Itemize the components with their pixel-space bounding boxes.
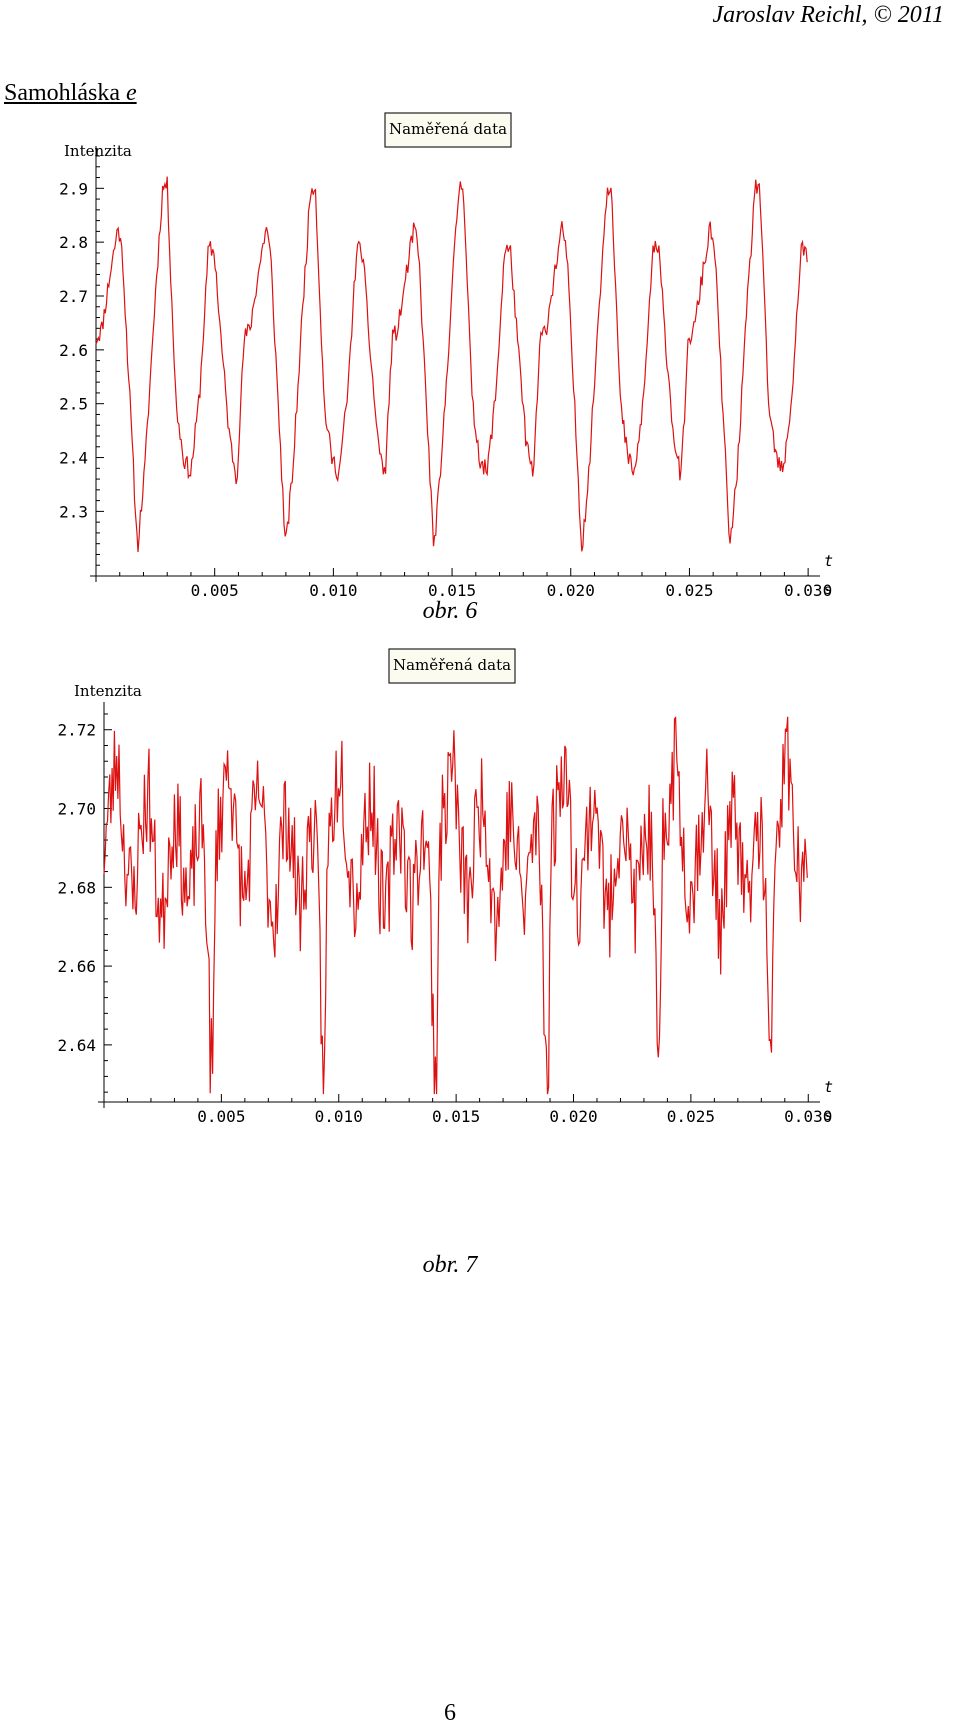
header-author: Jaroslav Reichl, © 2011: [712, 2, 944, 28]
x-tick-label: 0.015: [432, 1107, 480, 1126]
data-series-line: [95, 176, 808, 553]
y-tick-label: 2.6: [59, 341, 88, 360]
figure-6: Naměřená data Intenzita 0.005 0.010 0.015 0.0…: [0, 96, 960, 656]
chart-figure-6: Naměřená data Intenzita 0.005 0.010 0.015 0.0…: [59, 112, 833, 600]
y-axis-label: Intenzita: [74, 682, 142, 700]
chart-figure-7: Naměřená data Intenzita 0.005 0.010 0.015 0.0…: [57, 648, 833, 1126]
chart-title: Naměřená data: [393, 656, 511, 674]
x-tick-label: 0.020: [547, 581, 595, 600]
y-tick-label: 2.5: [59, 395, 88, 414]
section-title-letter: e: [125, 80, 137, 106]
y-tick-label: 2.68: [57, 878, 96, 897]
y-tick-label: 2.64: [57, 1036, 96, 1055]
y-tick-label: 2.70: [57, 800, 96, 819]
x-tick-label: 0.005: [191, 581, 239, 600]
y-tick-label: 2.4: [59, 449, 88, 468]
x-axis-label: t: [824, 1078, 833, 1096]
x-axis-label: t: [824, 552, 833, 570]
x-tick-label: 0.020: [549, 1107, 597, 1126]
y-axis-label: Intenzita: [64, 142, 132, 160]
chart-title-box: [388, 648, 516, 684]
x-axis-unit: s: [824, 1109, 832, 1124]
figure-6-caption: obr. 6: [422, 598, 478, 624]
x-tick-label: 0.010: [315, 1107, 363, 1126]
x-tick-label: 0.005: [197, 1107, 245, 1126]
x-tick-label: 0.010: [309, 581, 357, 600]
figure-7: Naměřená data Intenzita 0.005 0.010 0.015 0.0…: [0, 632, 960, 1192]
y-tick-label: 2.3: [59, 502, 88, 521]
section-title-text: Samohláska: [4, 80, 126, 106]
page-number: 6: [444, 1700, 456, 1726]
data-series-line: [103, 716, 808, 1095]
x-tick-label: 0.025: [667, 1107, 715, 1126]
x-tick-label: 0.030: [784, 1107, 832, 1126]
figure-7-caption: obr. 7: [422, 1252, 478, 1278]
x-tick-label: 0.025: [665, 581, 713, 600]
x-tick-label: 0.015: [428, 581, 476, 600]
y-tick-label: 2.72: [57, 721, 96, 740]
section-title: Samohláska e: [4, 80, 137, 107]
x-axis-unit: s: [824, 583, 832, 598]
y-tick-label: 2.9: [59, 179, 88, 198]
y-tick-label: 2.7: [59, 287, 88, 306]
chart-title-box: [384, 112, 512, 148]
x-tick-label: 0.030: [784, 581, 832, 600]
chart-title: Naměřená data: [389, 120, 507, 138]
y-tick-label: 2.66: [57, 957, 96, 976]
y-tick-label: 2.8: [59, 233, 88, 252]
